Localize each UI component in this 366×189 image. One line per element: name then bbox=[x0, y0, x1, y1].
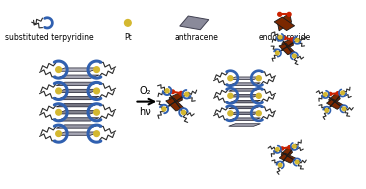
Polygon shape bbox=[56, 132, 99, 135]
Polygon shape bbox=[56, 104, 99, 107]
Circle shape bbox=[276, 148, 279, 151]
Polygon shape bbox=[56, 111, 99, 114]
Polygon shape bbox=[180, 16, 209, 30]
Polygon shape bbox=[281, 145, 292, 161]
Circle shape bbox=[329, 92, 332, 95]
Polygon shape bbox=[56, 82, 99, 85]
Circle shape bbox=[281, 147, 284, 150]
Circle shape bbox=[324, 93, 327, 96]
Circle shape bbox=[162, 107, 166, 111]
Circle shape bbox=[179, 91, 183, 95]
Polygon shape bbox=[229, 77, 261, 80]
Polygon shape bbox=[169, 91, 182, 106]
Circle shape bbox=[325, 109, 329, 112]
Polygon shape bbox=[229, 94, 261, 97]
Circle shape bbox=[94, 67, 100, 72]
Polygon shape bbox=[56, 89, 99, 93]
Text: Pt: Pt bbox=[124, 33, 132, 42]
Circle shape bbox=[182, 110, 186, 115]
Circle shape bbox=[56, 88, 61, 94]
Polygon shape bbox=[56, 118, 99, 121]
Text: endoperoxide: endoperoxide bbox=[258, 33, 310, 42]
Polygon shape bbox=[229, 100, 261, 103]
Polygon shape bbox=[229, 112, 261, 115]
Circle shape bbox=[228, 76, 233, 81]
Circle shape bbox=[124, 19, 131, 26]
Text: O₂: O₂ bbox=[139, 86, 151, 96]
Polygon shape bbox=[166, 98, 184, 111]
Circle shape bbox=[283, 36, 287, 40]
Circle shape bbox=[256, 76, 261, 81]
Circle shape bbox=[279, 163, 282, 167]
Circle shape bbox=[185, 92, 189, 96]
Text: anthracene: anthracene bbox=[174, 33, 218, 42]
Circle shape bbox=[56, 67, 61, 72]
Circle shape bbox=[256, 111, 261, 116]
Circle shape bbox=[288, 146, 291, 149]
Polygon shape bbox=[274, 17, 295, 31]
Circle shape bbox=[228, 111, 233, 116]
Polygon shape bbox=[229, 83, 261, 85]
Polygon shape bbox=[326, 99, 343, 109]
Circle shape bbox=[336, 92, 339, 95]
Circle shape bbox=[165, 89, 169, 93]
Polygon shape bbox=[279, 153, 296, 163]
Circle shape bbox=[342, 107, 346, 111]
Circle shape bbox=[295, 160, 299, 164]
Circle shape bbox=[171, 90, 175, 94]
Circle shape bbox=[341, 91, 344, 95]
Polygon shape bbox=[229, 106, 261, 109]
Polygon shape bbox=[229, 89, 261, 91]
Polygon shape bbox=[56, 96, 99, 100]
Polygon shape bbox=[279, 43, 295, 55]
Polygon shape bbox=[229, 118, 261, 120]
Text: substituted terpyridine: substituted terpyridine bbox=[5, 33, 93, 42]
Circle shape bbox=[94, 109, 100, 115]
Polygon shape bbox=[282, 38, 293, 50]
Circle shape bbox=[287, 12, 291, 16]
Polygon shape bbox=[329, 92, 340, 107]
Circle shape bbox=[278, 12, 281, 16]
Polygon shape bbox=[277, 13, 292, 31]
Circle shape bbox=[291, 38, 294, 41]
Circle shape bbox=[293, 145, 296, 148]
Circle shape bbox=[276, 51, 279, 55]
Circle shape bbox=[228, 93, 233, 98]
Polygon shape bbox=[229, 124, 261, 126]
Polygon shape bbox=[56, 68, 99, 71]
Polygon shape bbox=[56, 125, 99, 128]
Circle shape bbox=[293, 54, 296, 58]
Circle shape bbox=[256, 93, 261, 98]
Circle shape bbox=[56, 131, 61, 136]
Circle shape bbox=[295, 39, 299, 42]
Circle shape bbox=[56, 109, 61, 115]
Polygon shape bbox=[56, 75, 99, 78]
Text: hν: hν bbox=[139, 107, 151, 117]
Circle shape bbox=[94, 88, 100, 94]
Circle shape bbox=[94, 131, 100, 136]
Circle shape bbox=[279, 36, 282, 39]
